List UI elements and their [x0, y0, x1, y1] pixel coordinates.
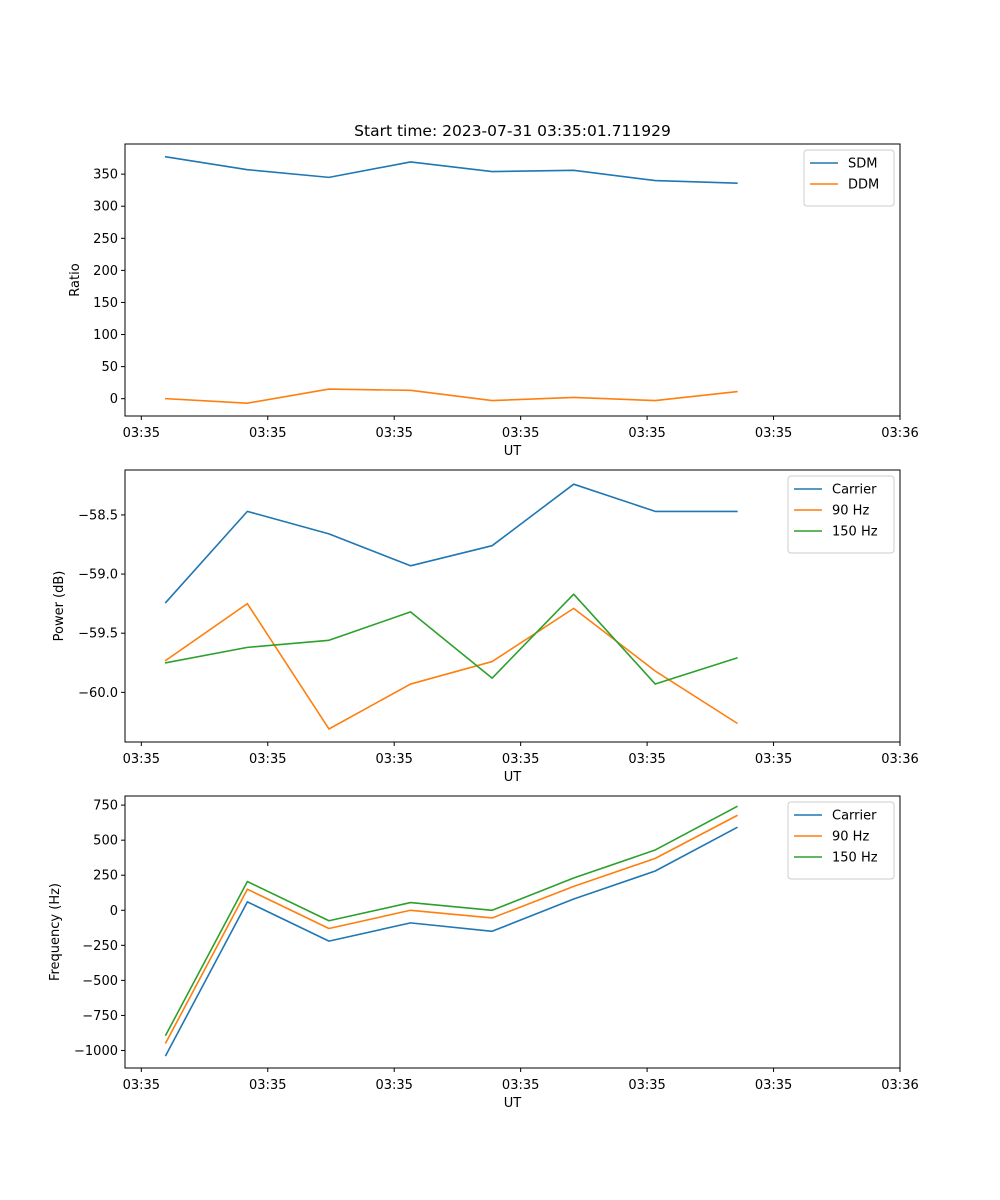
- x-tick-label: 03:35: [755, 752, 792, 767]
- y-tick-label: 150: [93, 296, 118, 311]
- y-tick-label: 350: [93, 168, 118, 183]
- x-tick-label: 03:36: [881, 1078, 918, 1093]
- y-tick-label: −1000: [74, 1044, 118, 1059]
- y-tick-label: −750: [82, 1009, 118, 1024]
- y-tick-label: −500: [82, 974, 118, 989]
- axes-frame: [124, 795, 901, 1069]
- x-tick-label: 03:35: [755, 426, 792, 441]
- series-line-ddm: [164, 388, 738, 404]
- x-tick-label: 03:35: [123, 426, 160, 441]
- x-tick-label: 03:35: [249, 752, 286, 767]
- y-tick-label: −60.0: [78, 686, 118, 701]
- x-tick-label: 03:35: [123, 752, 160, 767]
- series-line-90-hz: [164, 602, 738, 730]
- y-tick-label: −59.5: [78, 627, 118, 642]
- chart-title: Start time: 2023-07-31 03:35:01.711929: [354, 122, 671, 140]
- y-tick-label: 100: [93, 328, 118, 343]
- series-line-150-hz: [164, 593, 738, 685]
- x-tick-label: 03:35: [628, 752, 665, 767]
- y-tick-label: 750: [93, 799, 118, 814]
- series-line-sdm: [164, 155, 738, 184]
- axes-frame: [124, 469, 901, 743]
- legend-label: 90 Hz: [832, 504, 869, 519]
- x-tick-label: 03:35: [502, 426, 539, 441]
- series-line-150-hz: [164, 805, 738, 1037]
- x-tick-label: 03:35: [628, 1078, 665, 1093]
- x-tick-label: 03:35: [375, 1078, 412, 1093]
- y-tick-label: 0: [110, 392, 118, 407]
- legend-box: [787, 801, 895, 880]
- legend-label: 150 Hz: [832, 851, 878, 866]
- y-tick-label: 300: [93, 200, 118, 215]
- series-line-90-hz: [164, 814, 738, 1044]
- legend-label: Carrier: [832, 809, 877, 824]
- y-axis-label: Ratio: [68, 263, 83, 296]
- y-tick-label: 0: [110, 904, 118, 919]
- x-tick-label: 03:36: [881, 426, 918, 441]
- legend-label: DDM: [848, 178, 879, 193]
- x-tick-label: 03:35: [375, 426, 412, 441]
- y-tick-label: 50: [101, 360, 118, 375]
- legend-box: [803, 149, 895, 207]
- x-tick-label: 03:36: [881, 752, 918, 767]
- y-axis-label: Frequency (Hz): [48, 883, 63, 981]
- chart-panel-1: 03:35 03:35 03:35 03:35 03:35 03:35 03:36 0 50 10…: [68, 122, 919, 459]
- x-tick-label: 03:35: [249, 1078, 286, 1093]
- x-axis-label: UT: [504, 444, 522, 459]
- x-tick-label: 03:35: [755, 1078, 792, 1093]
- x-axis-label: UT: [504, 1096, 522, 1111]
- x-tick-label: 03:35: [249, 426, 286, 441]
- legend: Carrier 90 Hz 150 Hz: [787, 475, 895, 554]
- y-axis-label: Power (dB): [52, 571, 67, 642]
- x-tick-label: 03:35: [502, 752, 539, 767]
- x-tick-label: 03:35: [628, 426, 665, 441]
- y-tick-label: −59.0: [78, 568, 118, 583]
- y-tick-label: −58.5: [78, 508, 118, 523]
- y-tick-label: 200: [93, 264, 118, 279]
- legend-label: 150 Hz: [832, 525, 878, 540]
- legend-label: 90 Hz: [832, 830, 869, 845]
- legend: SDM DDM: [803, 149, 895, 207]
- x-tick-label: 03:35: [375, 752, 412, 767]
- series-line-carrier: [164, 826, 738, 1057]
- y-tick-label: 500: [93, 834, 118, 849]
- x-tick-label: 03:35: [502, 1078, 539, 1093]
- chart-panel-2: 03:35 03:35 03:35 03:35 03:35 03:35 03:36 −60.0…: [52, 469, 919, 785]
- legend-label: SDM: [848, 157, 877, 172]
- y-tick-label: 250: [93, 232, 118, 247]
- x-tick-label: 03:35: [123, 1078, 160, 1093]
- legend-label: Carrier: [832, 483, 877, 498]
- legend-box: [787, 475, 895, 554]
- x-axis-label: UT: [504, 770, 522, 785]
- y-tick-label: −250: [82, 939, 118, 954]
- legend: Carrier 90 Hz 150 Hz: [787, 801, 895, 880]
- axes-frame: [124, 143, 901, 417]
- chart-panel-3: 03:35 03:35 03:35 03:35 03:35 03:35 03:36 −1000…: [48, 795, 919, 1111]
- y-tick-label: 250: [93, 869, 118, 884]
- series-line-carrier: [164, 483, 738, 604]
